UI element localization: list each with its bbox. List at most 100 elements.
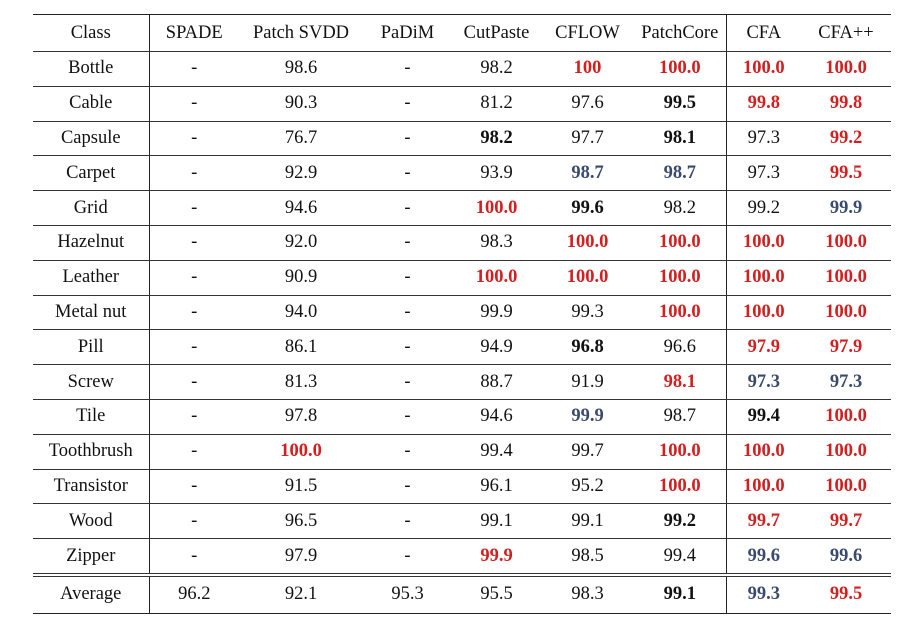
cell-cutpaste: 94.6 — [452, 399, 541, 435]
cell-cfa: 99.3 — [726, 572, 801, 614]
cell-cfa: 100.0 — [726, 434, 801, 470]
cell-cfa: 99.6 — [726, 538, 801, 576]
cell-patchcore: 99.5 — [634, 86, 727, 122]
cell-cfa-plus-plus: 100.0 — [801, 469, 891, 505]
cell-patch-svdd: 96.5 — [239, 503, 363, 540]
cell-patch-svdd: 81.3 — [239, 364, 363, 400]
cell-patchcore: 99.1 — [634, 572, 727, 614]
cell-padim: - — [363, 225, 452, 261]
cell-patch-svdd: 94.6 — [239, 190, 363, 226]
cell-spade: - — [149, 295, 239, 331]
cell-cfa-plus-plus: 99.9 — [801, 190, 891, 226]
average-section: Average 96.2 92.1 95.3 95.5 98.3 99.1 99.3 99.5 — [33, 572, 891, 614]
class-cell: Bottle — [33, 51, 150, 87]
cell-patch-svdd: 92.1 — [239, 572, 363, 614]
class-cell: Screw — [33, 364, 150, 400]
cell-patch-svdd: 97.8 — [239, 399, 363, 435]
cell-cutpaste: 96.1 — [452, 469, 541, 505]
class-cell: Carpet — [33, 155, 150, 192]
cell-patchcore: 96.6 — [634, 329, 727, 366]
class-cell: Cable — [33, 86, 150, 122]
cell-patchcore: 100.0 — [634, 225, 727, 261]
table-row: Hazelnut -92.0-98.3 100.0 100.0 100.0 100.0 — [33, 225, 891, 261]
cell-cfa: 100.0 — [726, 260, 801, 296]
cell-cutpaste: 98.2 — [452, 51, 541, 87]
cell-padim: - — [363, 434, 452, 470]
cell-patchcore: 98.7 — [634, 155, 727, 192]
cell-cutpaste: 98.2 — [452, 121, 541, 157]
cell-patchcore: 98.1 — [634, 364, 727, 400]
cell-cfa: 100.0 — [726, 295, 801, 331]
cell-cutpaste: 100.0 — [452, 190, 541, 226]
cell-cutpaste: 94.9 — [452, 329, 541, 366]
cell-cflow: 97.7 — [541, 121, 634, 157]
cell-spade: - — [149, 434, 239, 470]
cell-cfa: 97.3 — [726, 364, 801, 400]
cell-cfa: 100.0 — [726, 51, 801, 87]
cell-padim: - — [363, 538, 452, 576]
cell-cflow: 100 — [541, 51, 634, 87]
header-patch-svdd: Patch SVDD — [239, 14, 363, 52]
cell-cflow: 99.3 — [541, 295, 634, 331]
cell-patch-svdd: 76.7 — [239, 121, 363, 157]
cell-patch-svdd: 92.9 — [239, 155, 363, 192]
cell-cfa-plus-plus: 100.0 — [801, 295, 891, 331]
cell-cfa: 97.3 — [726, 121, 801, 157]
cell-padim: - — [363, 469, 452, 505]
header-cfa-plus-plus: CFA++ — [801, 14, 891, 52]
table-row: Metal nut -94.0-99.9 99.3 100.0 100.0 100.0 — [33, 295, 891, 331]
cell-cfa: 99.2 — [726, 190, 801, 226]
table-body: Bottle -98.6-98.2 100 100.0 100.0 100.0 Cable -… — [33, 51, 891, 576]
cell-patch-svdd: 90.9 — [239, 260, 363, 296]
cell-patch-svdd: 91.5 — [239, 469, 363, 505]
cell-cflow: 96.8 — [541, 329, 634, 366]
class-cell: Metal nut — [33, 295, 150, 331]
cell-cutpaste: 88.7 — [452, 364, 541, 400]
cell-patchcore: 100.0 — [634, 51, 727, 87]
header-padim: PaDiM — [363, 14, 452, 52]
cell-padim: - — [363, 364, 452, 400]
cell-cfa-plus-plus: 100.0 — [801, 225, 891, 261]
class-cell: Tile — [33, 399, 150, 435]
cell-spade: - — [149, 538, 239, 576]
cell-patchcore: 100.0 — [634, 469, 727, 505]
cell-patch-svdd: 86.1 — [239, 329, 363, 366]
class-cell: Average — [33, 572, 150, 614]
cell-cutpaste: 98.3 — [452, 225, 541, 261]
cell-cflow: 100.0 — [541, 260, 634, 296]
cell-spade: - — [149, 86, 239, 122]
cell-padim: - — [363, 86, 452, 122]
cell-cfa: 100.0 — [726, 469, 801, 505]
cell-cfa-plus-plus: 97.3 — [801, 364, 891, 400]
table-row: Cable -90.3-81.2 97.6 99.5 99.8 99.8 — [33, 86, 891, 122]
cell-padim: - — [363, 295, 452, 331]
cell-cflow: 99.6 — [541, 190, 634, 226]
cell-patch-svdd: 100.0 — [239, 434, 363, 470]
header-cflow: CFLOW — [541, 14, 634, 52]
cell-patch-svdd: 92.0 — [239, 225, 363, 261]
cell-cfa-plus-plus: 99.5 — [801, 572, 891, 614]
class-cell: Zipper — [33, 538, 150, 576]
cell-cfa-plus-plus: 99.2 — [801, 121, 891, 157]
cell-cfa-plus-plus: 100.0 — [801, 434, 891, 470]
cell-patchcore: 100.0 — [634, 434, 727, 470]
cell-cflow: 95.2 — [541, 469, 634, 505]
results-table: Class SPADE Patch SVDD PaDiM CutPaste CF… — [33, 14, 891, 614]
cell-patch-svdd: 98.6 — [239, 51, 363, 87]
cell-cutpaste: 81.2 — [452, 86, 541, 122]
cell-padim: - — [363, 155, 452, 192]
table-row: Pill -86.1-94.9 96.8 96.6 97.9 97.9 — [33, 329, 891, 366]
header-cfa: CFA — [726, 14, 801, 52]
cell-cfa: 100.0 — [726, 225, 801, 261]
cell-spade: - — [149, 469, 239, 505]
class-cell: Pill — [33, 329, 150, 366]
table-row: Tile -97.8-94.6 99.9 98.7 99.4 100.0 — [33, 399, 891, 435]
class-cell: Hazelnut — [33, 225, 150, 261]
cell-patch-svdd: 90.3 — [239, 86, 363, 122]
table-row: Toothbrush -100.0-99.4 99.7 100.0 100.0 100.0 — [33, 434, 891, 470]
table-row: Bottle -98.6-98.2 100 100.0 100.0 100.0 — [33, 51, 891, 87]
cell-cflow: 100.0 — [541, 225, 634, 261]
cell-padim: 95.3 — [363, 572, 452, 614]
table-row: Screw -81.3-88.7 91.9 98.1 97.3 97.3 — [33, 364, 891, 400]
cell-cfa-plus-plus: 100.0 — [801, 399, 891, 435]
